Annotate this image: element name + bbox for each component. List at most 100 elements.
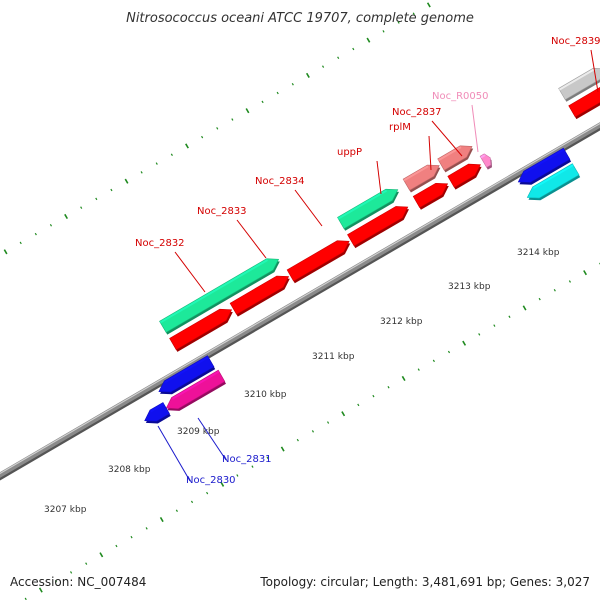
backbone-highlight <box>0 122 600 475</box>
kbp-label: 3207 kbp <box>44 505 87 515</box>
gene-arrow-green-2 <box>337 188 399 230</box>
gene-arrow-uppP-highlight <box>347 206 398 237</box>
inner-tick-mark <box>145 527 148 530</box>
gene-arrow-noc-2832 <box>169 308 233 351</box>
kbp-label: 3212 kbp <box>380 317 423 327</box>
inner-tick-mark <box>387 386 390 389</box>
inner-tick-mark <box>447 350 451 354</box>
gene-arrow-green-1-highlight <box>159 259 268 324</box>
kbp-label: 3214 kbp <box>517 248 560 258</box>
gene-arrow-noc-2833-highlight <box>230 276 278 306</box>
outer-tick-mark <box>140 171 143 174</box>
outer-tick-mark <box>261 100 264 104</box>
gene-label-leader <box>157 425 191 482</box>
inner-tick-mark <box>115 544 118 548</box>
kbp-label: 3209 kbp <box>177 427 220 437</box>
inner-tick-mark <box>568 280 572 283</box>
kbp-label: 3208 kbp <box>108 465 151 475</box>
gene-arrow-salmon-2-highlight <box>437 146 462 162</box>
outer-tick-mark <box>80 206 83 209</box>
gene-arrow-rplM-highlight <box>413 183 437 199</box>
genome-summary-text: Topology: circular; Length: 3,481,691 bp… <box>259 575 590 589</box>
inner-tick-mark <box>372 394 375 398</box>
gene-arrow-noc-2837 <box>447 163 481 188</box>
gene-arrow-uppP <box>347 206 409 247</box>
outer-tick-mark <box>216 127 219 130</box>
gene-label: Noc_2831 <box>222 454 272 465</box>
gene-arrow-noc-r0050-highlight <box>480 154 486 159</box>
gene-label: uppP <box>337 147 362 158</box>
gene-arrow-salmon-1-highlight <box>403 165 429 182</box>
gene-arrow-noc-2834 <box>286 240 350 282</box>
outer-tick-mark <box>185 143 189 149</box>
gene-arrow-gray <box>558 67 600 101</box>
inner-tick-mark <box>493 324 496 327</box>
gene-arrow-gray-highlight <box>558 68 595 91</box>
outer-tick-mark <box>276 91 279 95</box>
gene-label-leader <box>236 219 267 259</box>
outer-tick-mark <box>366 37 371 43</box>
gene-label-leader <box>590 49 599 93</box>
gene-arrow-blue-2 <box>158 355 215 393</box>
gene-label-leader <box>174 251 206 293</box>
gene-arrow-noc-2830-highlight <box>150 402 165 413</box>
inner-tick-mark <box>130 535 133 539</box>
outer-tick-mark <box>397 21 400 24</box>
gene-label-leader <box>197 417 227 461</box>
outer-tick-mark <box>352 47 355 51</box>
gene-arrow-noc-2834-highlight <box>287 241 339 273</box>
inner-tick-mark <box>478 333 481 336</box>
gene-arrow-blue-2-highlight <box>164 356 209 384</box>
gene-arrow-noc-2832-highlight <box>169 309 221 341</box>
gene-label: Noc_R0050 <box>432 91 489 102</box>
outer-tick-mark <box>34 232 37 236</box>
gene-label: Noc_2837 <box>392 107 442 118</box>
outer-tick-mark <box>426 2 431 8</box>
inner-tick-mark <box>38 587 43 593</box>
gene-label-leader <box>376 160 382 195</box>
gene-label: Noc_2834 <box>255 176 305 187</box>
gene-arrow-salmon-1 <box>402 164 440 191</box>
inner-tick-mark <box>296 438 299 442</box>
outer-tick-mark <box>110 188 113 192</box>
gene-label-leader <box>428 135 432 171</box>
gene-label-leader <box>471 104 479 153</box>
kbp-label: 3210 kbp <box>244 390 287 400</box>
gene-arrow-blue-3 <box>517 147 571 183</box>
inner-tick-mark <box>175 509 178 512</box>
kbp-label: 3213 kbp <box>448 282 491 292</box>
inner-tick-mark <box>538 297 541 301</box>
inner-tick-mark <box>583 270 587 276</box>
inner-tick-mark <box>341 411 346 417</box>
gene-arrow-noc-2839-highlight <box>568 87 600 108</box>
gene-label: Noc_2833 <box>197 206 247 217</box>
gene-label: rplM <box>389 122 411 133</box>
inner-tick-mark <box>85 562 88 565</box>
inner-tick-mark <box>99 552 104 558</box>
gene-label-leader <box>431 120 463 157</box>
gene-arrow-salmon-2 <box>437 145 473 171</box>
inner-tick-mark <box>220 481 225 487</box>
gene-arrow-noc-2833 <box>229 275 290 315</box>
gene-arrow-noc-2830 <box>144 402 170 422</box>
gene-arrow-noc-2831-highlight <box>171 370 220 400</box>
inner-tick-mark <box>236 474 239 477</box>
outer-tick-mark <box>412 12 415 15</box>
outer-tick-mark <box>245 108 250 114</box>
gene-arrow-noc-2831 <box>165 369 226 410</box>
inner-tick-mark <box>70 571 73 574</box>
inner-tick-mark <box>401 375 406 382</box>
inner-tick-mark <box>462 340 467 346</box>
kbp-label: 3211 kbp <box>312 352 355 362</box>
gene-label: Noc_2830 <box>186 475 236 486</box>
outer-tick-mark <box>201 135 204 139</box>
outer-tick-mark <box>3 249 8 255</box>
gene-arrow-green-2-highlight <box>337 189 388 220</box>
outer-tick-mark <box>231 118 234 121</box>
map-title: Nitrosococcus oceani ATCC 19707, complet… <box>126 11 474 26</box>
gene-label-leader <box>294 189 323 227</box>
outer-tick-mark <box>337 56 340 60</box>
inner-tick-mark <box>190 500 194 504</box>
inner-tick-mark <box>266 456 269 460</box>
inner-tick-mark <box>553 289 556 292</box>
